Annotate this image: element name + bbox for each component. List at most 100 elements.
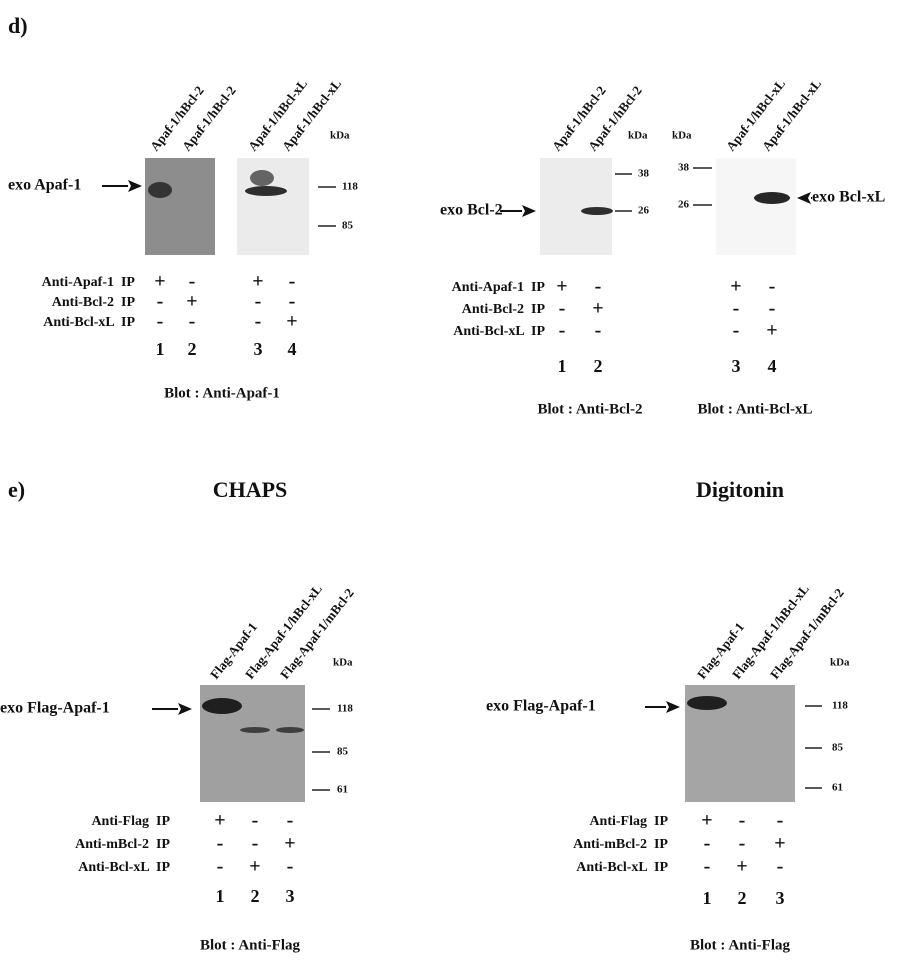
ip-sign: - [595, 276, 602, 298]
ip-label: Anti-Bcl-2 IP [52, 295, 136, 310]
ip-sign: + [701, 810, 712, 832]
ip-sign: - [777, 810, 784, 832]
lane-number: 3 [286, 886, 295, 906]
kda-label: kDa [830, 657, 850, 669]
ip-sign: - [157, 291, 164, 313]
marker-label: 38 [638, 168, 650, 180]
ip-sign: - [733, 298, 740, 320]
blot-label: Blot : Anti-Flag [200, 937, 300, 953]
ip-sign: - [704, 833, 711, 855]
ip-sign: - [739, 833, 746, 855]
blot-membrane [716, 158, 796, 255]
ip-sign: + [736, 856, 747, 878]
ip-sign: + [154, 271, 165, 293]
kda-label: kDa [333, 657, 353, 669]
marker-label: 118 [342, 181, 358, 193]
ip-sign: - [217, 856, 224, 878]
ip-sign: - [255, 311, 262, 333]
protein-band [687, 696, 727, 710]
lane-number: 2 [594, 356, 603, 376]
arrow-head [797, 192, 811, 204]
kda-label: kDa [672, 130, 692, 142]
blot-label: Blot : Anti-Bcl-xL [698, 401, 813, 417]
ip-sign: + [186, 291, 197, 313]
protein-band [202, 698, 242, 714]
ip-label: Anti-Bcl-xL IP [576, 860, 668, 875]
marker-label: 85 [342, 220, 354, 232]
condition-title: CHAPS [213, 477, 288, 502]
arrow-head [178, 703, 192, 715]
ip-sign: - [287, 856, 294, 878]
band-label: exo Flag-Apaf-1 [0, 700, 110, 717]
lane-number: 3 [254, 339, 263, 359]
lane-number: 3 [732, 356, 741, 376]
band-label: exo Flag-Apaf-1 [486, 698, 596, 715]
panel-label: e) [8, 477, 25, 502]
blot-label: Blot : Anti-Flag [690, 937, 790, 953]
lane-number: 3 [776, 888, 785, 908]
protein-band [148, 182, 172, 198]
ip-sign: - [252, 833, 259, 855]
blot-membrane [145, 158, 215, 255]
lane-number: 2 [738, 888, 747, 908]
marker-label: 61 [832, 782, 843, 794]
blot-label: Blot : Anti-Bcl-2 [538, 401, 643, 417]
marker-label: 85 [337, 746, 349, 758]
lane-number: 1 [156, 339, 165, 359]
arrow-head [522, 205, 536, 217]
ip-sign: - [769, 298, 776, 320]
protein-band [276, 727, 304, 733]
ip-sign: + [284, 833, 295, 855]
marker-label: 61 [337, 784, 348, 796]
ip-sign: - [559, 320, 566, 342]
ip-sign: + [766, 320, 777, 342]
ip-sign: - [289, 271, 296, 293]
arrow-head [666, 701, 680, 713]
ip-sign: + [556, 276, 567, 298]
ip-sign: + [592, 298, 603, 320]
lane-label: Apaf-1/hBcl-xL [245, 76, 310, 154]
ip-sign: + [730, 276, 741, 298]
ip-label: Anti-Flag IP [91, 814, 170, 829]
ip-sign: - [255, 291, 262, 313]
ip-label: Anti-mBcl-2 IP [573, 837, 668, 852]
ip-label: Anti-Bcl-xL IP [78, 860, 170, 875]
ip-label: Anti-Apaf-1 IP [42, 275, 136, 290]
ip-label: Anti-Flag IP [589, 814, 668, 829]
band-label: exo Apaf-1 [8, 177, 81, 194]
marker-label: 38 [678, 162, 690, 174]
protein-band [754, 192, 790, 204]
protein-band [581, 207, 613, 215]
kda-label: kDa [330, 130, 350, 142]
band-label: exo Bcl-xL [812, 189, 885, 206]
protein-band [245, 186, 287, 196]
blot-label: Blot : Anti-Apaf-1 [164, 385, 280, 401]
ip-label: Anti-Apaf-1 IP [452, 280, 546, 295]
figure: d) e) Apaf-1/hBcl-2Apaf-1/hBcl-2Apaf-1/h… [0, 0, 913, 962]
ip-sign: + [249, 856, 260, 878]
protein-band [250, 170, 274, 186]
ip-sign: - [733, 320, 740, 342]
marker-label: 26 [638, 205, 650, 217]
ip-sign: - [559, 298, 566, 320]
condition-title: Digitonin [696, 477, 784, 502]
ip-sign: - [157, 311, 164, 333]
ip-label: Anti-Bcl-xL IP [453, 324, 545, 339]
ip-sign: + [774, 833, 785, 855]
ip-sign: - [769, 276, 776, 298]
blot-membrane [540, 158, 612, 255]
ip-label: Anti-Bcl-2 IP [462, 302, 546, 317]
lane-number: 1 [216, 886, 225, 906]
ip-sign: - [739, 810, 746, 832]
panel-label: d) [8, 13, 28, 38]
ip-sign: + [286, 311, 297, 333]
lane-number: 2 [251, 886, 260, 906]
lane-number: 2 [188, 339, 197, 359]
lane-number: 1 [703, 888, 712, 908]
lane-number: 4 [288, 339, 297, 359]
ip-sign: - [287, 810, 294, 832]
ip-sign: - [189, 271, 196, 293]
ip-sign: - [777, 856, 784, 878]
band-label: exo Bcl-2 [440, 202, 503, 219]
ip-sign: - [595, 320, 602, 342]
